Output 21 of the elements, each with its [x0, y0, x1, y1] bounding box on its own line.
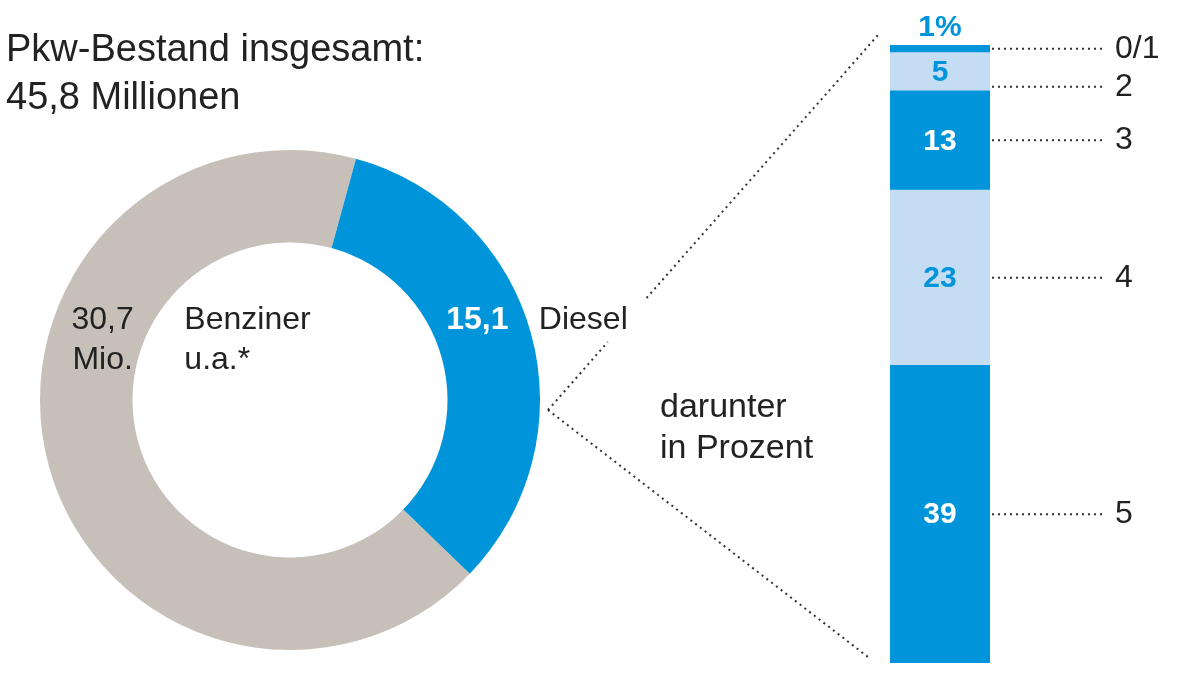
text: 0/1 — [1115, 28, 1160, 65]
slice-label: Diesel — [538, 299, 628, 336]
bar — [890, 365, 990, 663]
slice-label: Benziner u.a.* — [184, 299, 311, 376]
data-label: 15,1 — [446, 299, 509, 336]
bar — [890, 90, 990, 191]
bar — [890, 52, 990, 92]
data-label: 1% — [918, 9, 962, 43]
text: 2 — [1115, 66, 1133, 103]
data-label: 39 — [923, 496, 957, 530]
data-label: 23 — [923, 259, 957, 293]
data-label: 5 — [931, 53, 949, 87]
chart-title: Pkw-Bestand insgesamt: — [6, 26, 425, 71]
text: darunter in Prozent — [660, 385, 815, 467]
bar — [890, 189, 990, 366]
text: 3 — [1115, 120, 1133, 157]
text: 4 — [1115, 257, 1133, 294]
data-label: 30,7 Mio. — [71, 299, 134, 376]
chart-subtitle: 45,8 Millionen — [6, 74, 241, 119]
data-label: 13 — [923, 122, 957, 156]
text: 5 — [1115, 494, 1133, 531]
